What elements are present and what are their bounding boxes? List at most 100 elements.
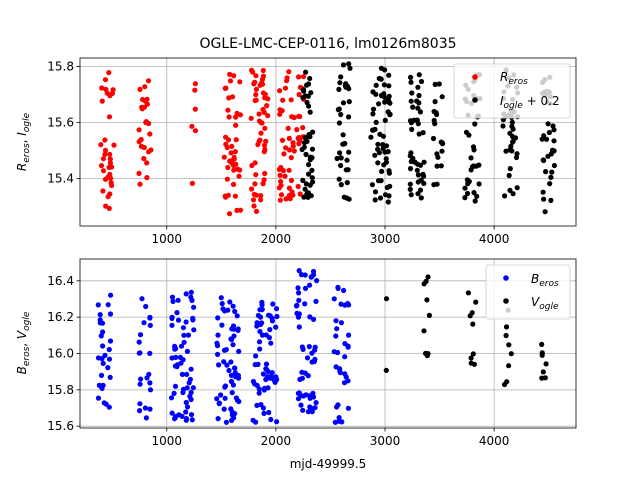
data-point-i-ogle-0-2 (551, 127, 557, 133)
data-point-i-ogle-0-2 (336, 86, 342, 92)
data-point-r-eros (99, 98, 105, 104)
data-point-b-eros (222, 384, 228, 390)
data-point-b-eros (337, 366, 343, 372)
data-point-i-ogle-0-2 (337, 80, 343, 86)
data-point-i-ogle-0-2 (543, 169, 549, 175)
top-x-ticks: 1000 2000 3000 4000 (151, 226, 509, 246)
data-point-b-eros (100, 360, 106, 366)
data-point-r-eros (100, 168, 107, 174)
data-point-r-eros (107, 160, 113, 166)
data-point-r-eros (286, 135, 292, 141)
data-point-r-eros (227, 71, 233, 77)
data-point-b-eros (342, 354, 348, 360)
data-point-i-ogle-0-2 (382, 149, 388, 155)
data-point-b-eros (228, 336, 234, 342)
data-point-i-ogle-0-2 (307, 109, 313, 115)
data-point-b-eros (307, 282, 313, 288)
data-point-b-eros (183, 409, 189, 415)
data-point-i-ogle-0-2 (301, 88, 307, 94)
data-point-r-eros (192, 128, 199, 134)
data-point-b-eros (107, 374, 113, 380)
data-point-r-eros (227, 78, 234, 84)
data-point-b-eros (172, 383, 179, 389)
data-point-i-ogle-0-2 (549, 169, 555, 175)
data-point-r-eros (263, 138, 269, 144)
data-point-r-eros (98, 163, 105, 169)
data-point-r-eros (236, 173, 242, 179)
data-point-b-eros (336, 415, 342, 421)
data-point-r-eros (253, 192, 259, 198)
data-point-b-eros (256, 339, 263, 345)
bottom-ylabel: Beros, Vogle (15, 311, 32, 374)
data-point-i-ogle-0-2 (545, 121, 551, 127)
data-point-b-eros (173, 414, 179, 420)
data-point-r-eros (290, 192, 296, 198)
data-point-r-eros (260, 67, 266, 74)
data-point-r-eros (282, 173, 288, 179)
legend-label-v-ogle: Vogle (531, 295, 559, 312)
data-point-v-ogle (383, 296, 390, 302)
data-point-r-eros (300, 125, 306, 131)
data-point-i-ogle-0-2 (383, 143, 390, 149)
data-point-b-eros (232, 308, 238, 314)
data-point-b-eros (97, 320, 103, 326)
data-point-r-eros (286, 185, 292, 191)
data-point-r-eros (189, 123, 195, 129)
data-point-b-eros (312, 347, 318, 353)
data-point-i-ogle-0-2 (386, 193, 392, 199)
data-point-b-eros (189, 297, 195, 303)
data-point-b-eros (259, 299, 265, 305)
data-point-b-eros (346, 332, 352, 338)
data-point-b-eros (172, 346, 178, 352)
bottom-xlabel: mjd-49999.5 (290, 457, 367, 471)
data-point-i-ogle-0-2 (306, 131, 312, 138)
data-point-b-eros (169, 322, 175, 328)
data-point-r-eros (288, 177, 295, 184)
data-point-b-eros (169, 294, 176, 300)
data-point-r-eros (276, 185, 282, 191)
data-point-b-eros (174, 310, 180, 316)
data-point-b-eros (298, 393, 304, 399)
data-point-i-ogle-0-2 (381, 94, 387, 100)
data-point-r-eros (137, 181, 143, 187)
data-point-r-eros (260, 106, 266, 113)
y-tick-label: 15.6 (47, 115, 74, 129)
top-legend: Reros Iogle + 0.2 (453, 63, 571, 119)
data-point-r-eros (249, 186, 255, 192)
data-point-v-ogle (425, 274, 431, 280)
data-point-i-ogle-0-2 (431, 117, 437, 124)
x-tick-label: 4000 (479, 434, 510, 448)
data-point-i-ogle-0-2 (434, 163, 440, 169)
data-point-v-ogle (383, 367, 389, 373)
data-point-b-eros (147, 387, 154, 393)
data-point-i-ogle-0-2 (304, 82, 310, 88)
data-point-i-ogle-0-2 (340, 132, 346, 138)
data-point-r-eros (111, 142, 117, 148)
y-tick-label: 15.6 (47, 419, 74, 433)
data-point-i-ogle-0-2 (507, 187, 513, 193)
data-point-i-ogle-0-2 (464, 190, 471, 197)
data-point-i-ogle-0-2 (420, 130, 426, 136)
data-point-b-eros (184, 348, 190, 354)
top-data-points (98, 61, 558, 217)
data-point-v-ogle (465, 290, 471, 296)
data-point-i-ogle-0-2 (334, 155, 340, 162)
data-point-b-eros (304, 355, 311, 361)
data-point-b-eros (138, 376, 144, 382)
data-point-b-eros (235, 326, 241, 332)
data-point-v-ogle (421, 281, 427, 287)
data-point-r-eros (221, 154, 227, 160)
data-point-r-eros (265, 96, 271, 102)
data-point-r-eros (276, 166, 282, 172)
data-point-v-ogle (473, 299, 479, 305)
data-point-b-eros (236, 348, 242, 354)
data-point-b-eros (267, 327, 273, 333)
data-point-i-ogle-0-2 (377, 195, 384, 201)
data-point-v-ogle (469, 310, 475, 316)
data-point-r-eros (100, 188, 106, 194)
x-tick-label: 1000 (151, 232, 182, 246)
data-point-r-eros (107, 156, 113, 162)
data-point-b-eros (257, 346, 263, 352)
data-point-i-ogle-0-2 (376, 101, 382, 107)
data-point-b-eros (298, 402, 304, 408)
